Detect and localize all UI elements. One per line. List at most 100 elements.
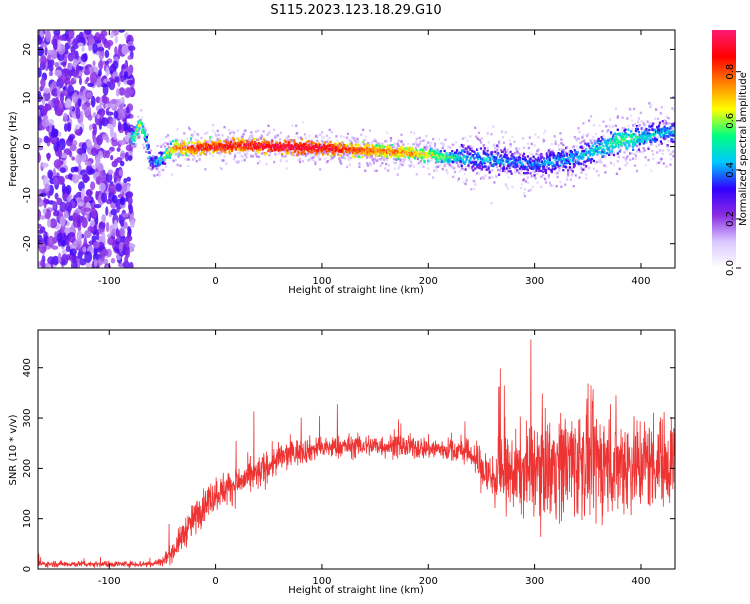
ridge-halo — [340, 135, 343, 138]
ridge-halo — [265, 163, 268, 166]
ridge-halo — [372, 139, 375, 143]
ridge-halo — [558, 166, 561, 170]
ridge-cell — [255, 145, 259, 148]
noise-blob — [54, 109, 63, 116]
ridge-cell — [237, 148, 240, 151]
noise-blob — [126, 183, 131, 193]
ridge-halo — [197, 134, 200, 137]
x-tick-label: 200 — [419, 276, 438, 287]
ridge-cell — [522, 167, 525, 171]
ridge-halo — [326, 160, 329, 163]
ridge-cell — [169, 153, 172, 157]
ridge-halo — [605, 150, 608, 154]
ridge-cell — [541, 160, 544, 163]
noise-blob — [108, 183, 116, 194]
ridge-cell — [426, 151, 429, 155]
ridge-cell — [581, 157, 584, 161]
ridge-cell — [562, 155, 565, 158]
ridge-cell — [535, 163, 538, 167]
ridge-halo — [446, 171, 449, 175]
ridge-halo — [440, 162, 443, 165]
ridge-cell — [601, 137, 604, 141]
ridge-halo — [455, 161, 459, 164]
ridge-halo — [162, 143, 165, 146]
ridge-halo — [284, 155, 287, 158]
ridge-halo — [397, 144, 400, 147]
ridge-halo — [517, 151, 520, 155]
ridge-halo — [200, 136, 203, 140]
ridge-cell — [161, 152, 164, 155]
noise-blob — [61, 248, 68, 255]
ridge-halo — [283, 149, 286, 152]
ridge-halo — [324, 152, 327, 155]
ridge-halo — [487, 151, 490, 154]
ridge-cell — [570, 153, 573, 156]
ridge-cell — [303, 152, 306, 155]
ridge-cell — [492, 164, 495, 168]
ridge-halo — [670, 158, 673, 161]
ridge-halo — [214, 133, 217, 137]
ridge-cell — [315, 143, 318, 146]
ridge-halo — [485, 166, 488, 170]
noise-blob — [55, 96, 60, 109]
ridge-halo — [187, 144, 190, 147]
noise-blob — [44, 183, 51, 192]
ridge-cell — [622, 135, 625, 138]
ridge-cell — [185, 144, 188, 147]
ridge-cell — [133, 138, 136, 141]
ridge-cell — [142, 125, 145, 128]
ridge-halo — [215, 135, 218, 138]
ridge-cell — [334, 142, 337, 146]
ridge-halo — [293, 154, 296, 157]
ridge-halo — [556, 175, 559, 179]
ridge-halo — [329, 150, 332, 153]
noise-blob — [67, 52, 75, 62]
ridge-cell — [664, 134, 667, 138]
ridge-halo — [524, 162, 527, 166]
ridge-halo — [409, 146, 412, 150]
ridge-halo — [598, 124, 601, 127]
ridge-halo — [395, 147, 398, 150]
noise-blob — [93, 258, 98, 268]
ridge-cell — [568, 166, 572, 169]
ridge-halo — [433, 145, 437, 148]
ridge-halo — [578, 130, 581, 134]
ridge-cell — [541, 156, 544, 159]
ridge-halo — [650, 103, 653, 106]
ridge-halo — [193, 157, 196, 160]
noise-blob — [83, 67, 91, 76]
ridge-halo — [608, 124, 611, 127]
ridge-cell — [215, 150, 218, 153]
ridge-halo — [342, 141, 345, 145]
noise-blob — [110, 208, 118, 216]
ridge-halo — [166, 134, 170, 137]
ridge-halo — [396, 143, 399, 146]
ridge-halo — [328, 128, 331, 132]
ridge-cell — [131, 131, 134, 134]
ridge-cell — [390, 144, 393, 147]
ridge-cell — [653, 134, 656, 138]
ridge-halo — [187, 126, 191, 129]
ridge-halo — [623, 126, 626, 129]
ridge-cell — [662, 127, 665, 130]
ridge-cell — [150, 157, 153, 161]
ridge-cell — [278, 141, 282, 145]
ridge-cell — [570, 155, 573, 158]
ridge-halo — [635, 150, 639, 153]
ridge-cell — [143, 130, 147, 133]
noise-blob — [87, 226, 95, 232]
ridge-cell — [640, 138, 643, 142]
ridge-cell — [654, 128, 657, 132]
ridge-cell — [523, 167, 527, 171]
ridge-halo — [410, 131, 413, 134]
ridge-halo — [607, 128, 610, 132]
ridge-halo — [518, 164, 521, 167]
ridge-halo — [412, 165, 416, 169]
ridge-cell — [268, 141, 271, 145]
ridge-cell — [189, 137, 193, 140]
ridge-halo — [540, 175, 543, 178]
ridge-cell — [493, 163, 496, 166]
ridge-halo — [634, 123, 637, 126]
ridge-cell — [158, 151, 161, 155]
